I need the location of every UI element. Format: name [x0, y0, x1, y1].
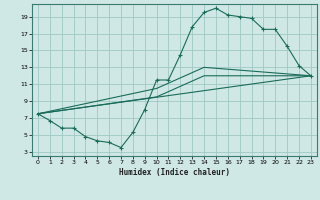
X-axis label: Humidex (Indice chaleur): Humidex (Indice chaleur): [119, 168, 230, 177]
